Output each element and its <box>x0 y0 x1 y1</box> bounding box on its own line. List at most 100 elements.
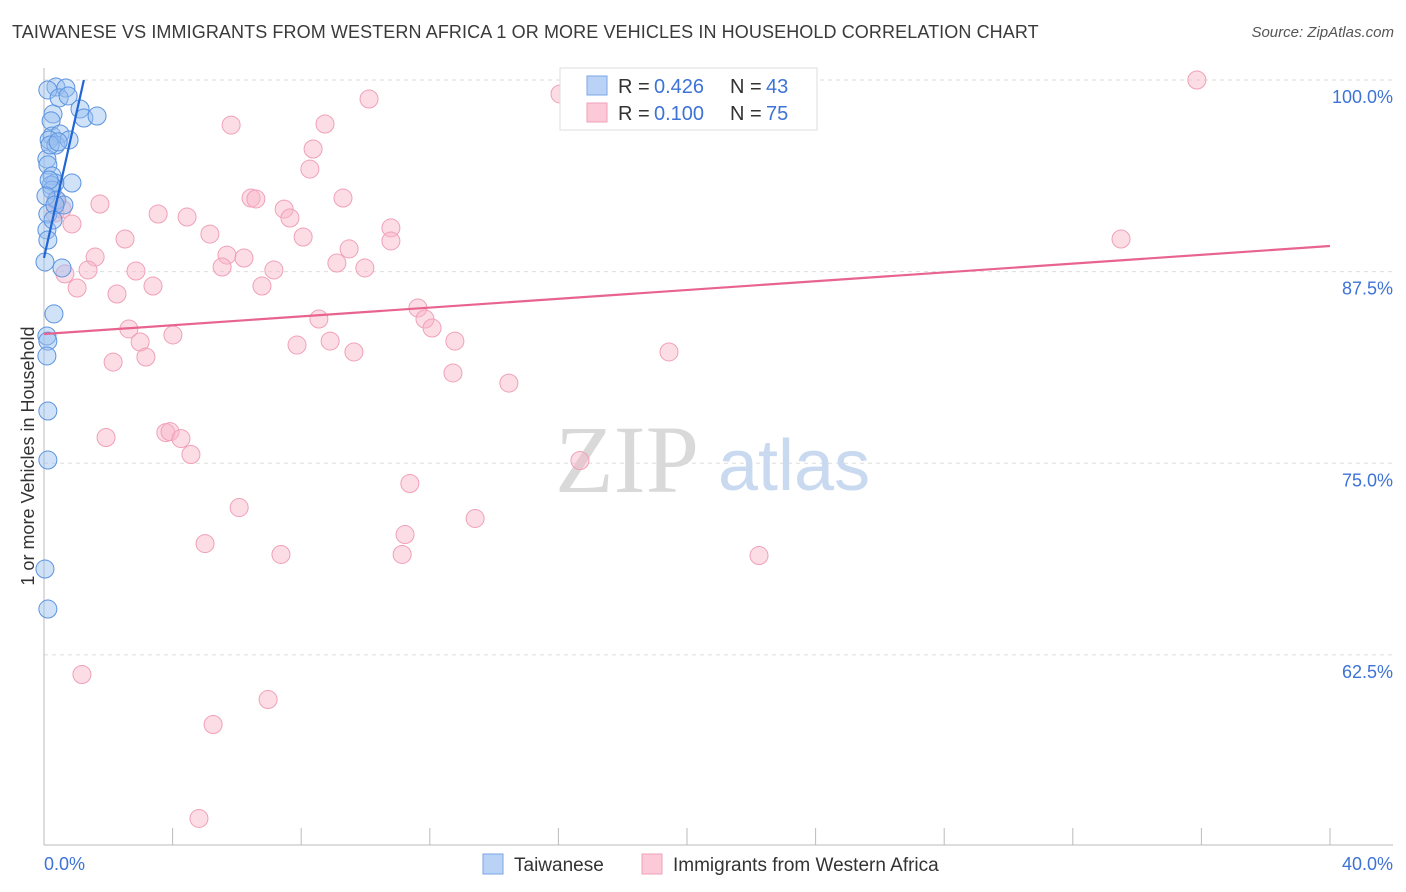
watermark-zip: ZIP <box>555 406 699 513</box>
taiwanese-point <box>37 346 57 366</box>
immigrants-point <box>315 114 335 134</box>
immigrants-point <box>221 115 241 135</box>
taiwanese-point <box>37 149 57 169</box>
axes <box>43 68 1393 846</box>
immigrants-point <box>177 207 197 227</box>
taiwanese-point <box>44 304 64 324</box>
immigrants-point <box>258 689 278 709</box>
taiwanese-point <box>38 599 58 619</box>
immigrants-point <box>395 525 415 545</box>
immigrants-point <box>163 325 183 345</box>
legend-swatch-taiwanese <box>586 75 608 96</box>
immigrants-point <box>327 253 347 273</box>
legend-label-immigrants: Immigrants from Western Africa <box>673 855 939 876</box>
x-tick-label-min: 0.0% <box>44 854 85 874</box>
watermark-atlas: atlas <box>718 426 870 506</box>
taiwanese-point <box>52 258 72 278</box>
immigrants-point <box>749 546 769 566</box>
taiwanese-point <box>38 401 58 421</box>
source-label: Source: ZipAtlas.com <box>1251 24 1394 41</box>
legend-r-label: R = <box>618 76 650 98</box>
legend-r-value: 0.100 <box>654 103 704 125</box>
immigrants-point <box>659 342 679 362</box>
legend-swatch-immigrants <box>641 853 663 875</box>
legend-n-value: 43 <box>766 76 788 98</box>
legend-swatch-immigrants <box>586 102 608 123</box>
immigrants-point <box>287 335 307 355</box>
immigrants-point <box>320 331 340 351</box>
legend-n-label: N = <box>730 76 762 98</box>
taiwanese-point <box>56 78 76 98</box>
legend-swatch-taiwanese <box>482 853 504 875</box>
immigrants-point <box>72 664 92 684</box>
immigrants-point <box>344 342 364 362</box>
immigrants-point <box>1187 70 1207 90</box>
trend-lines <box>42 79 1331 336</box>
immigrants-point <box>355 258 375 278</box>
legend-n-value: 75 <box>766 103 788 125</box>
bottom-legend: Taiwanese Immigrants from Western Africa <box>482 853 939 876</box>
immigrants-point <box>280 208 300 228</box>
immigrants-point <box>293 227 313 247</box>
series-taiwanese-points <box>35 77 107 619</box>
immigrants-point <box>136 347 156 367</box>
immigrants-point <box>1111 229 1131 249</box>
taiwanese-point <box>39 170 59 190</box>
taiwanese-point <box>38 450 58 470</box>
immigrants-point <box>252 276 272 296</box>
taiwanese-point <box>48 132 68 152</box>
immigrants-point <box>499 373 519 393</box>
immigrants-point <box>264 260 284 280</box>
immigrants-point <box>189 808 209 828</box>
immigrants-point <box>212 257 232 277</box>
immigrants-point <box>78 260 98 280</box>
y-tick-label: 75.0% <box>1342 470 1393 490</box>
taiwanese-point <box>38 155 58 175</box>
immigrants-point <box>392 544 412 564</box>
immigrants-point <box>90 194 110 214</box>
immigrants-point <box>115 229 135 249</box>
immigrants-point <box>309 309 329 329</box>
immigrants-point <box>103 352 123 372</box>
immigrants-point <box>171 429 191 449</box>
immigrants-point <box>181 445 201 465</box>
immigrants-point <box>67 278 87 298</box>
taiwanese-point <box>38 331 58 351</box>
immigrants-point <box>333 188 353 208</box>
gridlines <box>44 79 1393 656</box>
immigrants-point <box>300 159 320 179</box>
y-tick-labels: 100.0% 87.5% 75.0% 62.5% <box>1332 87 1393 682</box>
immigrants-point <box>130 332 150 352</box>
immigrants-point <box>570 450 590 470</box>
immigrants-trend-line <box>43 244 1331 336</box>
stats-legend: R = 0.426 N = 43 R = 0.100 N = 75 <box>559 67 818 131</box>
taiwanese-trend-line <box>42 79 85 259</box>
immigrants-point <box>443 363 463 383</box>
immigrants-point <box>126 261 146 281</box>
immigrants-point <box>96 427 116 447</box>
immigrants-point <box>400 473 420 493</box>
immigrants-point <box>381 231 401 251</box>
y-tick-label: 62.5% <box>1342 662 1393 682</box>
taiwanese-point <box>43 104 63 124</box>
immigrants-point <box>465 508 485 528</box>
immigrants-point <box>203 714 223 734</box>
immigrants-point <box>107 284 127 304</box>
legend-n-label: N = <box>730 103 762 125</box>
immigrants-point <box>381 218 401 238</box>
immigrants-point <box>234 248 254 268</box>
legend-r-label: R = <box>618 103 650 125</box>
y-axis-label: 1 or more Vehicles in Household <box>18 326 38 585</box>
legend-r-value: 0.426 <box>654 76 704 98</box>
immigrants-point <box>160 422 180 442</box>
y-tick-label: 87.5% <box>1342 279 1393 299</box>
immigrants-point <box>246 189 266 209</box>
taiwanese-point <box>62 173 82 193</box>
immigrants-point <box>195 534 215 554</box>
immigrants-point <box>200 224 220 244</box>
immigrants-point <box>445 331 465 351</box>
immigrants-point <box>148 204 168 224</box>
immigrants-point <box>62 214 82 234</box>
legend-label-taiwanese: Taiwanese <box>514 855 604 876</box>
